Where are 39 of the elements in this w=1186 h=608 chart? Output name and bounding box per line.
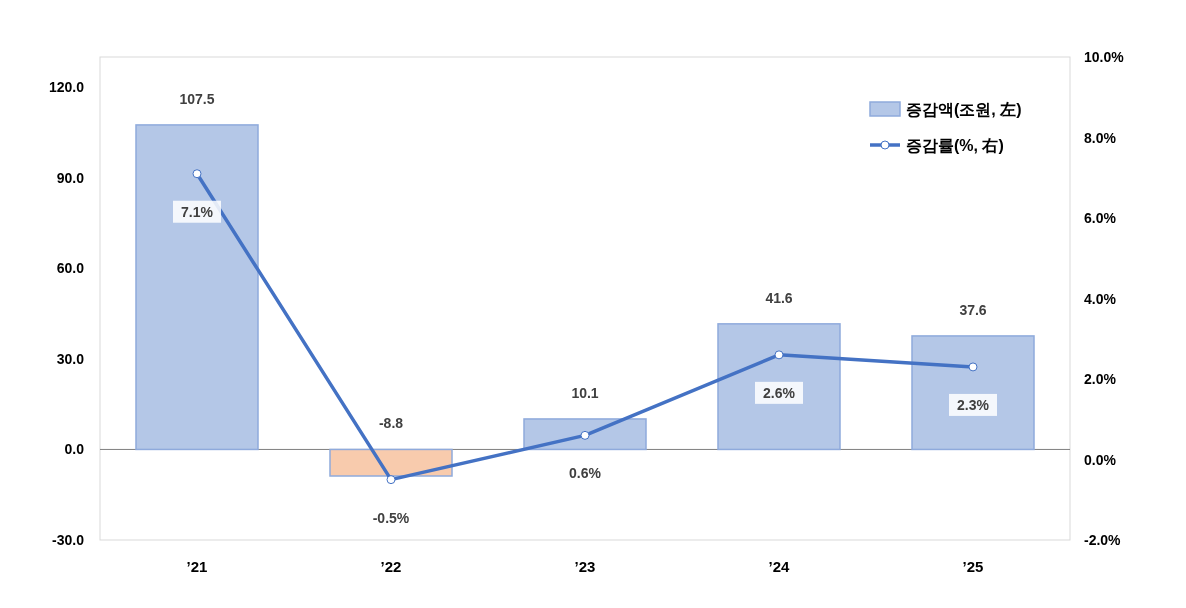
data-label: 7.1% [181,203,214,220]
data-label: 2.6% [763,384,796,401]
x-tick-label: ’25 [962,558,984,575]
y-tick-label: 60.0 [56,260,85,277]
data-label: 0.6% [569,465,602,482]
y2-tick-label: 0.0% [1084,451,1117,468]
bar [135,124,259,451]
y2-tick-label: -2.0% [1084,532,1122,548]
x-tick-label: ’22 [380,558,402,575]
y2-tick-label: 6.0% [1084,210,1117,226]
y2-tick-label: 2.0% [1084,371,1117,387]
x-tick-label: ’23 [574,558,596,575]
point [968,362,978,372]
bar [717,323,841,451]
data-label: 107.5 [179,90,215,107]
data-label: 10.1 [571,384,599,401]
y-tick-label: 30.0 [56,350,85,367]
point [774,350,784,360]
y-tick-label: -30.0 [52,532,85,548]
point [192,169,202,179]
legend-label: 증감액(조원, 左) [906,101,1022,118]
bar [911,335,1035,451]
x-tick-label: ’24 [768,558,791,575]
data-label: 41.6 [765,289,793,306]
data-label: -0.5% [372,509,410,526]
point [580,430,590,440]
point [386,475,396,485]
x-tick-label: ’21 [186,558,208,575]
y-tick-label: 120.0 [48,79,85,96]
data-label: -8.8 [378,415,404,432]
y-tick-label: 90.0 [56,169,85,186]
legend-label: 증감률(%, 右) [906,137,1004,154]
bar [329,448,453,477]
data-label: 37.6 [959,301,987,318]
data-label: 2.3% [957,396,990,413]
y2-tick-label: 10.0% [1084,49,1125,65]
y2-tick-label: 4.0% [1084,290,1117,307]
y2-tick-label: 8.0% [1084,129,1117,146]
y-tick-label: 0.0 [64,441,85,458]
